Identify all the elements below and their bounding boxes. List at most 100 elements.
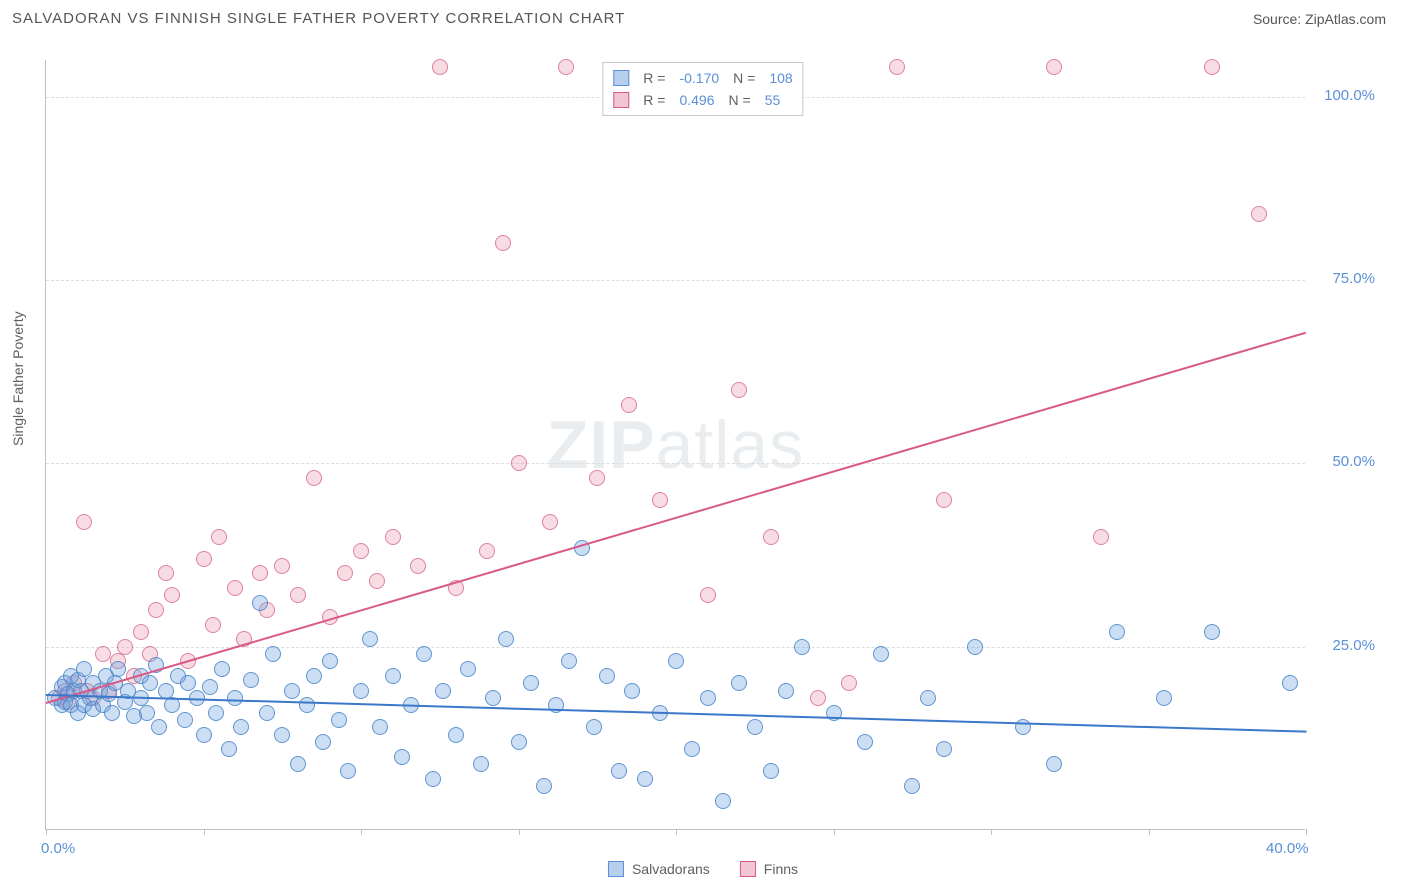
chart-title: SALVADORAN VS FINNISH SINGLE FATHER POVE… xyxy=(12,10,625,27)
legend-correlation-box: R = -0.170 N = 108 R = 0.496 N = 55 xyxy=(602,62,803,116)
data-point-finns xyxy=(227,580,243,596)
x-tick xyxy=(519,829,520,835)
data-point-finns xyxy=(810,690,826,706)
data-point-salvadorans xyxy=(394,749,410,765)
y-axis-title: Single Father Poverty xyxy=(10,311,26,446)
data-point-salvadorans xyxy=(448,727,464,743)
data-point-salvadorans xyxy=(904,778,920,794)
data-point-finns xyxy=(290,587,306,603)
legend-label: Finns xyxy=(764,861,798,877)
data-point-salvadorans xyxy=(684,741,700,757)
data-point-finns xyxy=(76,514,92,530)
data-point-salvadorans xyxy=(265,646,281,662)
data-point-salvadorans xyxy=(362,631,378,647)
data-point-finns xyxy=(1093,529,1109,545)
data-point-finns xyxy=(731,382,747,398)
data-point-salvadorans xyxy=(460,661,476,677)
data-point-finns xyxy=(479,543,495,559)
data-point-salvadorans xyxy=(290,756,306,772)
data-point-salvadorans xyxy=(498,631,514,647)
data-point-finns xyxy=(621,397,637,413)
data-point-finns xyxy=(353,543,369,559)
data-point-finns xyxy=(369,573,385,589)
legend-row: R = 0.496 N = 55 xyxy=(613,89,792,111)
data-point-finns xyxy=(337,565,353,581)
data-point-salvadorans xyxy=(668,653,684,669)
n-value: 55 xyxy=(765,92,781,108)
y-tick-label: 50.0% xyxy=(1332,453,1375,470)
data-point-finns xyxy=(841,675,857,691)
data-point-salvadorans xyxy=(322,653,338,669)
legend-label: Salvadorans xyxy=(632,861,710,877)
legend-row: R = -0.170 N = 108 xyxy=(613,67,792,89)
data-point-salvadorans xyxy=(715,793,731,809)
data-point-salvadorans xyxy=(523,675,539,691)
data-point-salvadorans xyxy=(306,668,322,684)
header-bar: SALVADORAN VS FINNISH SINGLE FATHER POVE… xyxy=(12,10,1386,27)
data-point-salvadorans xyxy=(747,719,763,735)
data-point-finns xyxy=(306,470,322,486)
data-point-salvadorans xyxy=(158,683,174,699)
data-point-salvadorans xyxy=(227,690,243,706)
r-label: R = xyxy=(643,92,665,108)
data-point-salvadorans xyxy=(151,719,167,735)
data-point-salvadorans xyxy=(214,661,230,677)
data-point-finns xyxy=(889,59,905,75)
data-point-finns xyxy=(542,514,558,530)
data-point-salvadorans xyxy=(561,653,577,669)
n-label: N = xyxy=(729,92,751,108)
data-point-salvadorans xyxy=(435,683,451,699)
data-point-salvadorans xyxy=(1109,624,1125,640)
n-value: 108 xyxy=(769,70,792,86)
data-point-salvadorans xyxy=(1204,624,1220,640)
y-tick-label: 25.0% xyxy=(1332,637,1375,654)
data-point-salvadorans xyxy=(104,705,120,721)
trend-line-finns xyxy=(46,331,1307,703)
data-point-salvadorans xyxy=(586,719,602,735)
data-point-salvadorans xyxy=(473,756,489,772)
x-tick xyxy=(991,829,992,835)
data-point-salvadorans xyxy=(331,712,347,728)
x-tick-label: 0.0% xyxy=(41,840,75,857)
data-point-salvadorans xyxy=(873,646,889,662)
data-point-finns xyxy=(936,492,952,508)
legend-swatch-blue xyxy=(613,70,629,86)
data-point-salvadorans xyxy=(299,697,315,713)
data-point-finns xyxy=(432,59,448,75)
x-tick xyxy=(676,829,677,835)
x-tick xyxy=(361,829,362,835)
n-label: N = xyxy=(733,70,755,86)
data-point-salvadorans xyxy=(485,690,501,706)
data-point-salvadorans xyxy=(416,646,432,662)
x-tick xyxy=(834,829,835,835)
data-point-finns xyxy=(117,639,133,655)
data-point-finns xyxy=(589,470,605,486)
data-point-finns xyxy=(1046,59,1062,75)
x-tick xyxy=(46,829,47,835)
data-point-salvadorans xyxy=(857,734,873,750)
data-point-finns xyxy=(652,492,668,508)
data-point-finns xyxy=(700,587,716,603)
data-point-finns xyxy=(410,558,426,574)
data-point-salvadorans xyxy=(259,705,275,721)
data-point-salvadorans xyxy=(1282,675,1298,691)
data-point-salvadorans xyxy=(353,683,369,699)
legend-series: Salvadorans Finns xyxy=(608,861,798,877)
data-point-salvadorans xyxy=(936,741,952,757)
x-tick-label: 40.0% xyxy=(1266,840,1309,857)
data-point-salvadorans xyxy=(1046,756,1062,772)
data-point-salvadorans xyxy=(284,683,300,699)
data-point-salvadorans xyxy=(243,672,259,688)
data-point-salvadorans xyxy=(385,668,401,684)
data-point-salvadorans xyxy=(233,719,249,735)
data-point-salvadorans xyxy=(536,778,552,794)
data-point-salvadorans xyxy=(637,771,653,787)
data-point-finns xyxy=(1251,206,1267,222)
y-tick-label: 75.0% xyxy=(1332,270,1375,287)
x-tick xyxy=(1149,829,1150,835)
data-point-salvadorans xyxy=(967,639,983,655)
data-point-salvadorans xyxy=(202,679,218,695)
data-point-salvadorans xyxy=(599,668,615,684)
data-point-salvadorans xyxy=(221,741,237,757)
data-point-salvadorans xyxy=(794,639,810,655)
